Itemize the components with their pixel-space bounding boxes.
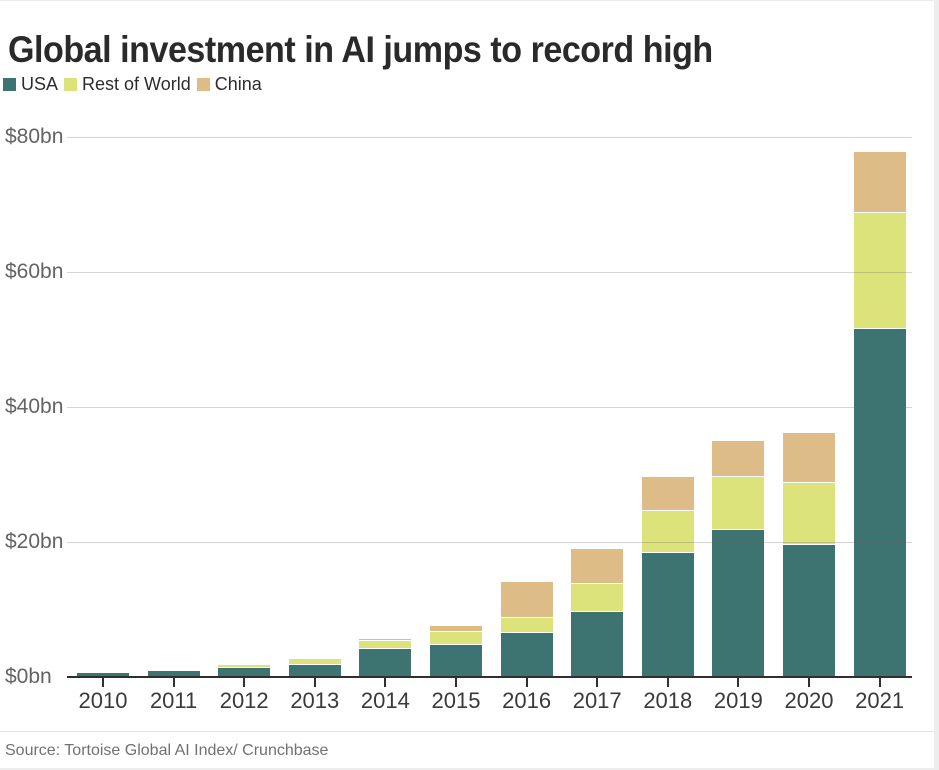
bar-2021-china — [853, 151, 906, 214]
y-label-0: $0bn — [5, 665, 52, 688]
x-tick-2019 — [737, 678, 740, 687]
bar-2012-china — [218, 664, 271, 666]
y-label-80: $80bn — [5, 125, 64, 148]
x-label-2013: 2013 — [290, 688, 340, 713]
bar-2017-usa — [571, 612, 624, 677]
x-tick-2012 — [243, 678, 246, 687]
x-tick-2014 — [384, 678, 387, 687]
x-label-2017: 2017 — [572, 688, 622, 713]
source-divider — [0, 731, 939, 732]
legend-label-rest-of-world: Rest of World — [82, 74, 191, 94]
bar-2013-usa — [288, 664, 341, 677]
x-tick-2021 — [878, 678, 881, 687]
top-border — [0, 0, 939, 1]
bar-2011-rest-of-world — [147, 669, 200, 671]
bar-2012-usa — [218, 667, 271, 677]
x-tick-2020 — [808, 678, 810, 687]
legend-label-usa: USA — [21, 74, 59, 94]
bar-2010-usa — [77, 672, 129, 677]
bar-2017-china — [571, 549, 624, 584]
x-label-2021: 2021 — [855, 688, 905, 713]
bar-2011-usa — [147, 670, 200, 677]
x-label-2012: 2012 — [219, 688, 269, 713]
bar-2016-china — [500, 581, 553, 619]
x-tick-2010 — [102, 678, 104, 687]
y-label-40: $40bn — [5, 395, 64, 418]
x-tick-2011 — [172, 678, 175, 687]
x-axis-line — [67, 676, 912, 678]
x-label-2016: 2016 — [502, 688, 552, 713]
chart-title: Global investment in AI jumps to record … — [8, 28, 713, 70]
x-label-2010: 2010 — [78, 688, 128, 713]
x-tick-2018 — [666, 678, 669, 687]
x-label-2019: 2019 — [713, 688, 763, 713]
bar-2018-rest-of-world — [641, 510, 694, 553]
bar-2019-rest-of-world — [712, 476, 765, 530]
gridline-40 — [67, 407, 912, 408]
bar-2014-rest-of-world — [359, 641, 412, 650]
bar-2015-china — [430, 626, 482, 633]
bar-2017-rest-of-world — [571, 583, 624, 613]
x-label-2020: 2020 — [784, 688, 834, 713]
bar-2015-rest-of-world — [430, 632, 482, 645]
x-tick-2013 — [313, 678, 316, 687]
legend-swatch-china — [196, 78, 210, 91]
bar-2018-usa — [641, 552, 694, 677]
bar-2013-rest-of-world — [288, 659, 341, 665]
legend: USA Rest of World China — [3, 74, 268, 95]
right-border — [934, 0, 939, 770]
bar-2014-china — [359, 639, 412, 642]
bar-2021-rest-of-world — [853, 213, 906, 330]
bar-2014-usa — [359, 649, 412, 677]
x-label-2018: 2018 — [643, 688, 693, 713]
legend-item-usa: USA — [3, 74, 58, 95]
y-label-60: $60bn — [5, 260, 64, 283]
x-label-2015: 2015 — [431, 688, 481, 713]
legend-swatch-rest-of-world — [64, 78, 78, 91]
bottom-border — [0, 768, 939, 770]
legend-item-china: China — [196, 74, 262, 95]
x-label-2011: 2011 — [149, 688, 198, 713]
legend-item-rest-of-world: Rest of World — [64, 74, 191, 95]
gridline-80 — [67, 137, 912, 138]
bar-2016-rest-of-world — [500, 618, 553, 634]
bar-2020-usa — [783, 545, 835, 677]
bar-2019-usa — [712, 529, 765, 677]
bar-2013-china — [288, 658, 341, 660]
bar-2021-usa — [853, 329, 906, 677]
legend-label-china: China — [214, 74, 262, 94]
bar-2012-rest-of-world — [218, 664, 271, 668]
bar-2016-usa — [500, 633, 553, 677]
bar-2018-china — [641, 477, 694, 511]
y-label-20: $20bn — [5, 530, 64, 553]
bar-2020-rest-of-world — [783, 483, 835, 546]
gridline-60 — [67, 272, 912, 273]
bar-2019-china — [712, 440, 765, 477]
bar-2020-china — [783, 433, 835, 484]
source-note: Source: Tortoise Global AI Index/ Crunch… — [5, 742, 329, 759]
bar-2015-usa — [430, 644, 482, 677]
x-tick-2017 — [596, 678, 599, 687]
bar-2010-rest-of-world — [77, 671, 129, 673]
x-tick-2016 — [525, 678, 528, 687]
legend-swatch-usa — [3, 78, 16, 91]
x-tick-2015 — [455, 678, 457, 687]
x-label-2014: 2014 — [360, 688, 410, 713]
gridline-20 — [67, 542, 912, 543]
